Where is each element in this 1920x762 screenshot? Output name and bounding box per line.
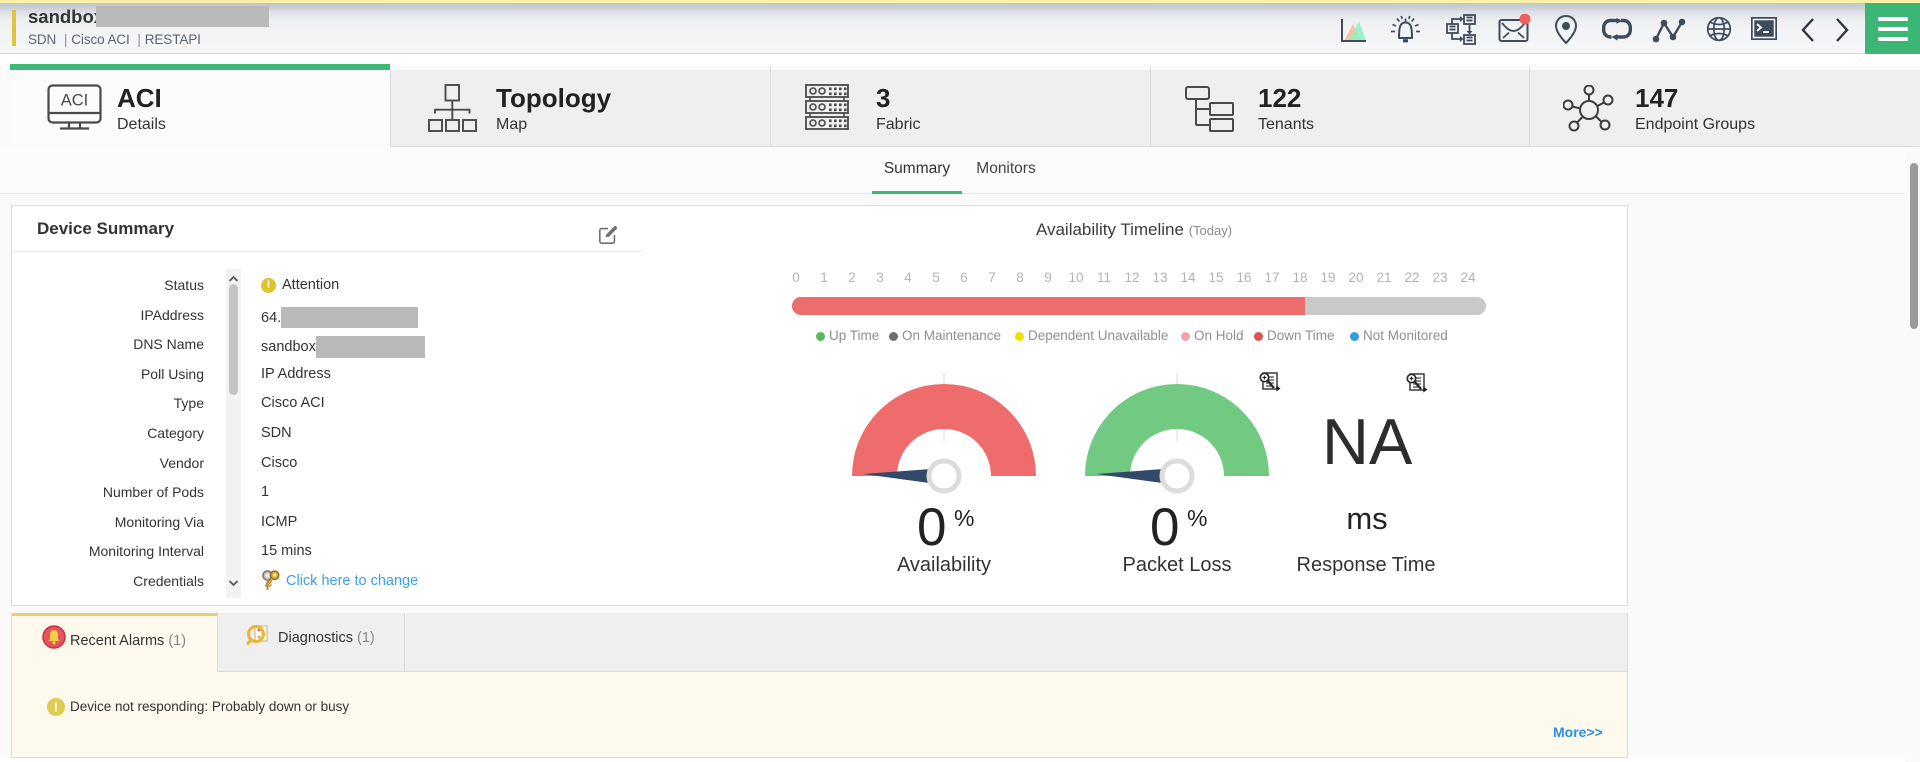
svg-text:ACI: ACI	[61, 92, 89, 110]
